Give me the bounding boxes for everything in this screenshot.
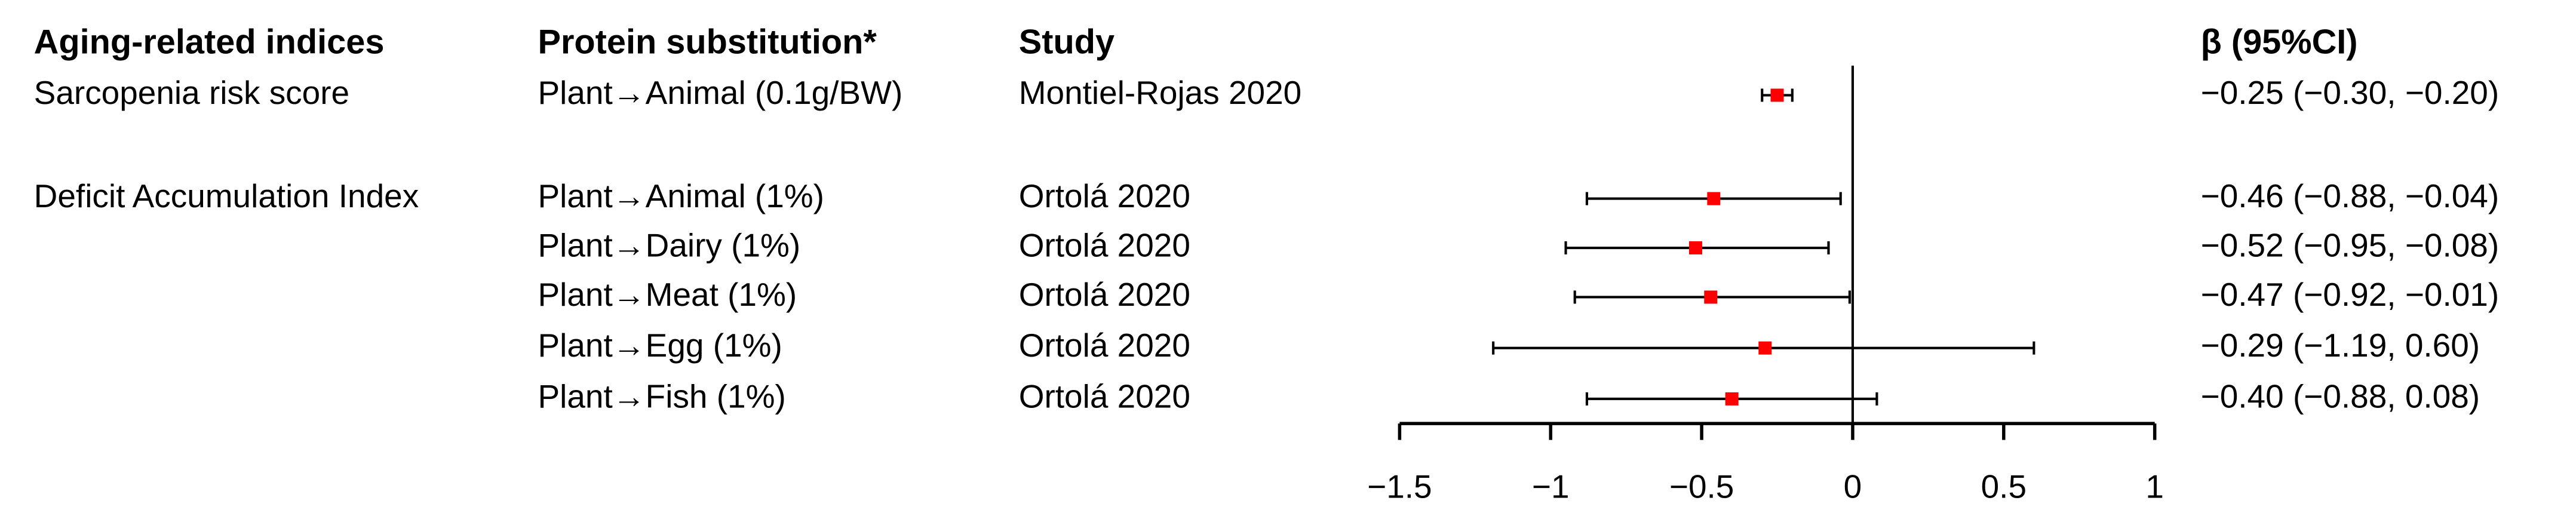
group-label: Sarcopenia risk score	[34, 74, 349, 111]
point-estimate	[1704, 290, 1718, 304]
substitution-label: Plant→Animal (0.1g/BW)	[538, 74, 902, 111]
substitution-label: Plant→Meat (1%)	[538, 276, 797, 313]
point-estimate	[1770, 88, 1784, 102]
value-label: −0.25 (−0.30, −0.20)	[2201, 74, 2500, 111]
header: Aging-related indices	[34, 23, 385, 61]
study-label: Ortolá 2020	[1019, 227, 1190, 264]
substitution-label: Plant→Egg (1%)	[538, 327, 782, 364]
substitution-label: Plant→Dairy (1%)	[538, 227, 800, 264]
substitution-label: Plant→Animal (1%)	[538, 177, 824, 214]
value-label: −0.46 (−0.88, −0.04)	[2201, 177, 2500, 214]
point-estimate	[1688, 241, 1702, 255]
study-label: Ortolá 2020	[1019, 327, 1190, 364]
header: Protein substitution*	[538, 23, 877, 61]
study-label: Montiel-Rojas 2020	[1019, 74, 1301, 111]
study-label: Ortolá 2020	[1019, 177, 1190, 214]
group-label: Deficit Accumulation Index	[34, 177, 419, 214]
point-estimate	[1707, 192, 1721, 205]
substitution-label: Plant→Fish (1%)	[538, 377, 785, 414]
x-tick-label: −0.5	[1669, 468, 1734, 505]
study-label: Ortolá 2020	[1019, 276, 1190, 313]
study-label: Ortolá 2020	[1019, 377, 1190, 414]
value-label: −0.47 (−0.92, −0.01)	[2201, 276, 2500, 313]
value-label: −0.52 (−0.95, −0.08)	[2201, 227, 2500, 264]
value-label: −0.29 (−1.19, 0.60)	[2201, 327, 2480, 364]
point-estimate	[1758, 341, 1772, 355]
x-tick-label: −1.5	[1367, 468, 1432, 505]
value-label: −0.40 (−0.88, 0.08)	[2201, 377, 2480, 414]
header: Study	[1019, 23, 1114, 61]
point-estimate	[1725, 392, 1739, 406]
x-tick-label: 0.5	[1981, 468, 2027, 505]
x-tick-label: 1	[2145, 468, 2164, 505]
header: β (95%CI)	[2201, 23, 2358, 61]
x-tick-label: 0	[1844, 468, 1862, 505]
x-tick-label: −1	[1532, 468, 1570, 505]
